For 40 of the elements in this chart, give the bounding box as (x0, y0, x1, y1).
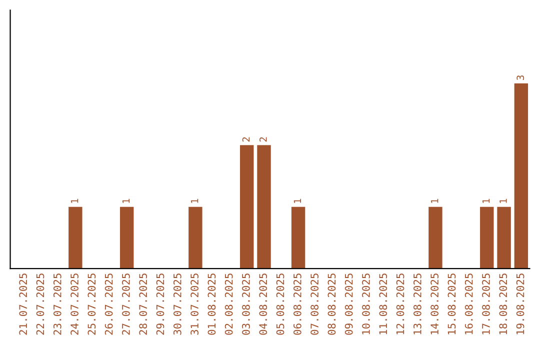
x-tick-label: 13.08.2025 (413, 274, 422, 334)
x-tick-label: 14.08.2025 (430, 274, 438, 334)
x-tick-label: 05.08.2025 (276, 274, 284, 335)
data-label: 2 (242, 137, 250, 142)
x-tick-label: 02.08.2025 (224, 274, 233, 335)
x-tick-label: 08.08.2025 (328, 274, 336, 335)
data-label: 1 (122, 198, 130, 203)
data-label: 1 (482, 198, 490, 203)
data-label: 2 (259, 137, 267, 142)
x-tick-label: 26.07.2025 (104, 274, 113, 335)
x-tick-label: 09.08.2025 (344, 274, 353, 335)
x-tick-label: 04.08.2025 (259, 274, 268, 335)
x-tick-label: 11.08.2025 (379, 274, 388, 334)
x-tick-label: 23.07.2025 (53, 274, 62, 335)
x-tick-label: 07.08.2025 (310, 274, 318, 335)
x-tick-label: 12.08.2025 (396, 274, 404, 334)
x-tick-label: 21.07.2025 (19, 274, 28, 335)
data-label: 1 (431, 198, 438, 203)
data-label: 1 (191, 198, 198, 203)
x-tick-label: 16.08.2025 (464, 274, 473, 334)
data-label: 1 (71, 198, 78, 203)
x-tick-label: 29.07.2025 (156, 274, 164, 335)
x-tick-label: 22.07.2025 (36, 274, 44, 335)
x-tick-label: 30.07.2025 (173, 274, 182, 335)
x-tick-label: 18.08.2025 (499, 274, 508, 334)
x-tick-label: 01.08.2025 (208, 274, 216, 335)
x-tick-label: 03.08.2025 (242, 274, 250, 335)
x-tick-label: 31.07.2025 (190, 274, 198, 335)
data-label: 1 (500, 198, 507, 203)
data-label: 3 (516, 75, 524, 80)
x-tick-label: 28.07.2025 (139, 274, 148, 335)
x-tick-label: 27.07.2025 (122, 274, 130, 335)
x-tick-label: 15.08.2025 (448, 274, 456, 334)
data-label: 1 (294, 198, 301, 203)
x-tick-label: 17.08.2025 (482, 274, 490, 334)
x-tick-label: 19.08.2025 (516, 274, 524, 334)
x-tick-label: 24.07.2025 (70, 274, 78, 335)
x-tick-label: 25.07.2025 (88, 274, 96, 335)
x-tick-label: 06.08.2025 (293, 274, 302, 335)
x-tick-label: 10.08.2025 (362, 274, 370, 334)
